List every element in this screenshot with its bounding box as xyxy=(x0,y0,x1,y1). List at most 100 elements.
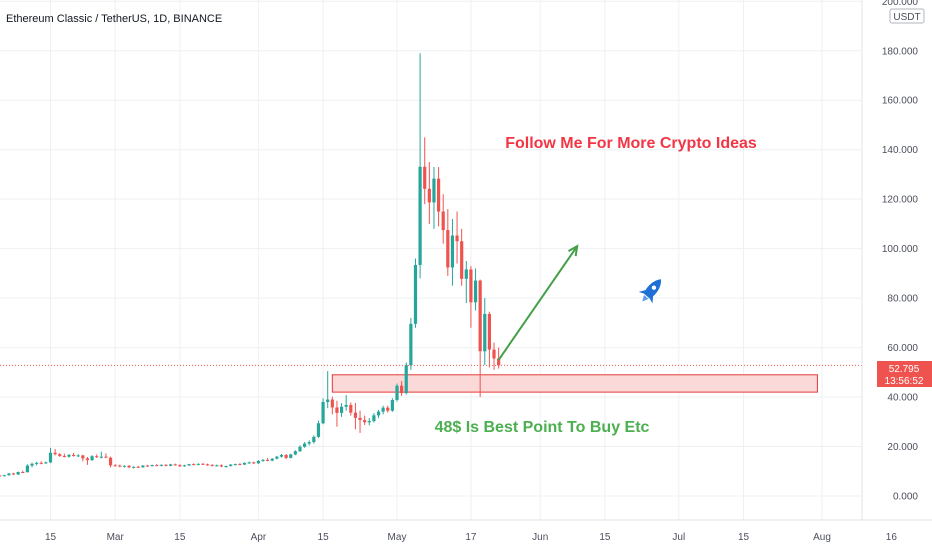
candle-body xyxy=(85,458,90,461)
candle-body xyxy=(81,455,85,459)
candle xyxy=(58,453,62,457)
candle xyxy=(376,409,381,419)
candle xyxy=(358,410,362,433)
candle xyxy=(0,474,2,477)
price-tick-label: 100.000 xyxy=(882,244,919,255)
time-tick-label: 15 xyxy=(174,532,186,543)
candle-body xyxy=(307,442,311,444)
candle xyxy=(169,463,173,467)
arrow-shaft xyxy=(497,245,579,361)
price-tick-label: 60.000 xyxy=(887,343,918,354)
candle xyxy=(11,472,16,475)
candle-body xyxy=(358,417,362,421)
candle-body xyxy=(330,399,334,408)
candle xyxy=(289,453,293,459)
candle-body xyxy=(256,460,260,464)
price-tick-label: 40.000 xyxy=(887,393,918,404)
candle-body xyxy=(270,458,274,461)
candle xyxy=(284,453,288,460)
candle-body xyxy=(35,462,39,464)
candle xyxy=(256,460,260,464)
candle xyxy=(150,464,154,467)
candle-body xyxy=(386,407,390,411)
candle xyxy=(330,396,334,415)
candle-body xyxy=(464,269,468,279)
time-scale-background[interactable] xyxy=(0,520,932,550)
candle-body xyxy=(205,464,210,466)
candle xyxy=(460,228,464,286)
candle-body xyxy=(298,446,302,452)
rocket-icon xyxy=(638,279,662,304)
candle-body xyxy=(99,456,103,458)
candle xyxy=(201,462,205,465)
time-tick-label: 15 xyxy=(738,532,750,543)
candle xyxy=(187,463,191,467)
candle-body xyxy=(247,462,251,464)
candle-body xyxy=(423,166,427,189)
candle-body xyxy=(72,454,76,456)
candle-body xyxy=(169,464,173,466)
time-tick-label: Apr xyxy=(251,532,267,543)
candle-body xyxy=(238,464,242,466)
candle xyxy=(53,449,57,456)
candle-body xyxy=(21,472,25,474)
price-tick-label: 0.000 xyxy=(893,492,918,503)
candle-body xyxy=(155,465,159,467)
candle-body xyxy=(483,313,487,352)
candle xyxy=(478,279,482,398)
candle-body xyxy=(30,463,34,466)
candle xyxy=(381,405,385,415)
candle xyxy=(455,211,459,264)
candle-body xyxy=(279,454,284,457)
candle xyxy=(298,445,302,452)
candle-body xyxy=(122,465,127,467)
candle-body xyxy=(261,459,265,461)
candle xyxy=(104,453,108,459)
candle xyxy=(487,311,491,368)
candle-body xyxy=(339,406,344,413)
time-tick-label: 15 xyxy=(318,532,330,543)
time-tick-label: May xyxy=(388,532,407,543)
candle xyxy=(72,452,76,457)
candle xyxy=(25,464,29,473)
price-scale-background[interactable] xyxy=(862,0,932,520)
candle-body xyxy=(0,475,2,477)
candle-body xyxy=(469,269,473,303)
candle-body xyxy=(76,455,80,457)
candle xyxy=(127,465,131,469)
candle-body xyxy=(293,451,297,455)
candle xyxy=(196,463,200,466)
buy-zone-rectangle xyxy=(331,374,818,393)
candle-body xyxy=(492,349,496,359)
candle xyxy=(215,464,219,467)
candle xyxy=(275,455,279,460)
candle xyxy=(132,466,136,469)
candle-body xyxy=(432,178,436,203)
candle xyxy=(2,474,6,477)
candle xyxy=(192,463,196,466)
currency-badge: USDT xyxy=(889,8,925,24)
candle-body xyxy=(335,407,339,413)
time-tick-label: 16 xyxy=(886,532,898,543)
candle-body xyxy=(215,465,219,467)
candle-body xyxy=(136,466,140,468)
candle-body xyxy=(132,466,136,468)
candle xyxy=(145,464,150,467)
time-tick-label: Jul xyxy=(672,532,685,543)
headline-annotation: Follow Me For More Crypto Ideas xyxy=(505,135,757,152)
candle-body xyxy=(210,465,214,467)
candle-body xyxy=(196,463,200,465)
symbol-title: Ethereum Classic / TetherUS, 1D, BINANCE xyxy=(6,13,222,25)
candle xyxy=(492,342,496,370)
candle xyxy=(423,137,427,205)
price-scale-ticks: 0.000 20.000 40.000 60.000 80.000 100.000 120.… xyxy=(882,0,919,503)
candle xyxy=(182,464,187,467)
candle xyxy=(483,298,487,365)
candle xyxy=(44,461,48,465)
candle xyxy=(62,453,66,458)
candle-body xyxy=(390,400,394,411)
candle-body xyxy=(436,178,441,212)
candle-body xyxy=(108,457,113,466)
